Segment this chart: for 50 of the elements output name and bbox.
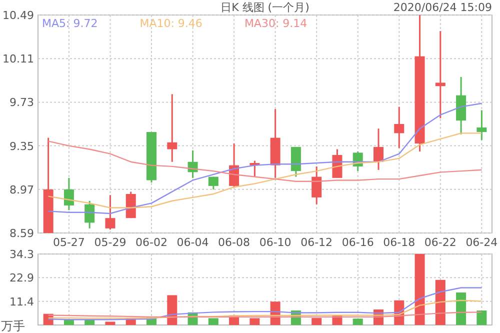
y-tick-label: 34.3 bbox=[10, 248, 34, 261]
text: MA5: 9.72 bbox=[42, 17, 98, 30]
text: MA30: 9.14 bbox=[244, 17, 308, 30]
bar bbox=[352, 318, 363, 325]
candlestick bbox=[312, 166, 322, 206]
bar bbox=[414, 254, 425, 325]
x-tick-label: 06-24 bbox=[466, 236, 498, 249]
x-tick-label: 06-12 bbox=[300, 236, 333, 249]
bar bbox=[167, 295, 178, 325]
y-tick-label: 9.35 bbox=[10, 140, 34, 153]
y-tick-label: 9.73 bbox=[10, 96, 34, 110]
y-tick-label: 10.11 bbox=[2, 52, 34, 66]
candlestick bbox=[64, 177, 74, 211]
candlestick bbox=[84, 200, 95, 230]
bar bbox=[476, 310, 487, 325]
y-tick-label: 8.59 bbox=[10, 227, 34, 240]
x-tick-label: 06-22 bbox=[424, 236, 456, 249]
bar bbox=[250, 318, 260, 325]
text: MA10: 9.46 bbox=[140, 17, 202, 30]
line-series bbox=[48, 287, 482, 320]
x-tick-label: 05-29 bbox=[94, 236, 126, 249]
y-axis-title: 万手 bbox=[1, 319, 25, 333]
bar bbox=[312, 318, 322, 325]
candlestick bbox=[332, 148, 342, 179]
bar bbox=[64, 320, 74, 325]
candlestick bbox=[476, 109, 487, 141]
candlestick bbox=[167, 93, 178, 163]
candlestick bbox=[105, 194, 116, 230]
bar bbox=[105, 322, 116, 325]
x-tick-label: 06-10 bbox=[259, 236, 292, 249]
y-tick-label: 11.4 bbox=[10, 295, 34, 308]
y-tick-label: 10.49 bbox=[2, 9, 34, 22]
candlestick bbox=[208, 176, 218, 190]
bar bbox=[456, 292, 466, 325]
x-tick-label: 06-16 bbox=[342, 236, 374, 249]
x-tick-label: 06-18 bbox=[383, 236, 416, 249]
bar bbox=[84, 320, 95, 325]
x-tick-label: 05-27 bbox=[52, 236, 85, 249]
bar bbox=[208, 318, 218, 325]
candlestick bbox=[374, 128, 384, 171]
x-tick-label: 06-04 bbox=[176, 236, 209, 249]
y-tick-label: 8.97 bbox=[10, 183, 34, 196]
x-tick-label: 06-02 bbox=[136, 236, 168, 249]
line-series bbox=[48, 300, 482, 319]
candlestick bbox=[394, 106, 404, 149]
bar bbox=[435, 280, 446, 325]
chart-subtitle: 2020/06/24 15:09 bbox=[393, 1, 492, 14]
y-tick-label: 22.9 bbox=[10, 272, 34, 285]
chart-title: 日K 线图 (一个月) bbox=[220, 1, 310, 14]
x-tick-label: 06-08 bbox=[218, 236, 250, 249]
